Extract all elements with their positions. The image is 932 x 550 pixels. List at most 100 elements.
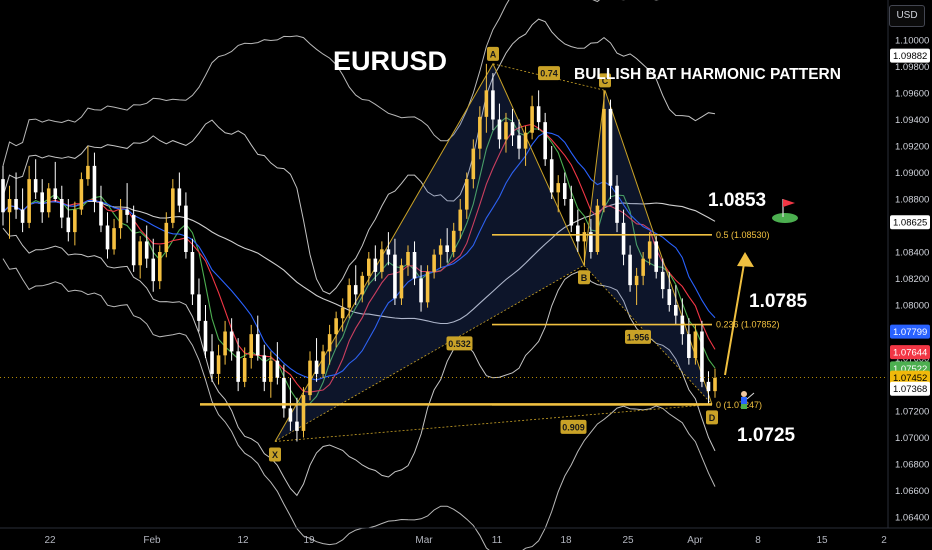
candle-body	[164, 222, 169, 252]
price-badge-label: 1.07368	[893, 384, 927, 395]
price-tick-label: 1.09000	[895, 168, 929, 179]
fib-level-label: 0 (1.07247)	[716, 400, 762, 410]
candle-body	[367, 258, 371, 276]
candle-body	[412, 252, 417, 279]
candle-body	[20, 209, 25, 223]
candle-body	[301, 395, 306, 431]
candle-body	[27, 179, 31, 223]
annotation-entry: 1.0725	[737, 425, 796, 446]
candle-body	[40, 192, 44, 213]
annotation-mid: 1.0785	[749, 291, 808, 312]
candle-body	[562, 183, 567, 199]
outer-lower-line	[2, 258, 716, 550]
candle-body	[628, 254, 632, 286]
candle-body	[556, 183, 561, 193]
candle-body	[269, 360, 273, 382]
triangle-xab	[275, 63, 584, 442]
candle-body	[327, 334, 332, 352]
ratio-label: 1.956	[627, 332, 650, 342]
candle-body	[700, 331, 704, 382]
candle-body	[406, 252, 410, 266]
band-upper-line	[2, 18, 716, 295]
price-badge-label: 1.09882	[893, 51, 927, 62]
candle-body	[654, 241, 659, 272]
candle-body	[602, 108, 606, 206]
time-axis[interactable]: 22 Feb 12 19 Mar 11 18 25 Apr 8 15 2	[44, 535, 887, 546]
candle-body	[138, 241, 142, 266]
candle-body	[706, 381, 711, 392]
candle-body	[393, 254, 397, 299]
candle-body	[295, 421, 299, 431]
candle-body	[484, 90, 489, 117]
point-label-x: X	[272, 450, 278, 460]
ratio-label: 0.74	[540, 69, 558, 79]
point-label-c-box	[599, 73, 611, 88]
candle-body	[576, 225, 580, 242]
candle-body	[262, 355, 267, 382]
time-tick-label: 18	[560, 535, 572, 546]
golf-club-icon	[746, 392, 755, 400]
candle-body	[438, 245, 443, 255]
price-badge	[890, 381, 930, 396]
candle-body	[288, 408, 293, 422]
annotation-target: 1.0853	[708, 190, 766, 211]
candle-body	[471, 148, 476, 180]
candle-body	[46, 188, 51, 213]
price-badge	[890, 324, 930, 339]
candle-body	[242, 358, 247, 382]
candle-body	[458, 209, 463, 231]
candle-body	[615, 185, 619, 223]
time-tick-label: 15	[816, 535, 828, 546]
ratio-label-box	[446, 336, 473, 351]
price-tick-label: 1.08000	[895, 301, 929, 312]
candle-body	[99, 201, 103, 226]
candle-body	[112, 228, 116, 250]
candle-body	[275, 360, 280, 378]
candle-body	[282, 377, 286, 409]
price-badge-label: 1.07799	[893, 327, 927, 338]
candle-body	[210, 351, 214, 374]
candle-body	[667, 289, 672, 305]
candle-body	[177, 188, 182, 206]
candle-body	[255, 334, 260, 356]
candle-body	[497, 119, 502, 140]
price-tick-label: 1.06600	[895, 486, 929, 497]
price-badge	[890, 370, 930, 385]
candle-body	[66, 217, 71, 233]
xb-ratio-line	[274, 264, 585, 442]
time-tick-label: 11	[492, 535, 503, 546]
candle-body	[595, 205, 600, 252]
price-badges: 1.09882 1.08625 1.07799 1.07644 1.075221.074…	[890, 48, 930, 396]
price-tick-label: 1.08200	[895, 274, 929, 285]
outer-upper-line	[2, 0, 659, 167]
time-tick-label: 25	[622, 535, 634, 546]
point-label-d: D	[709, 413, 716, 423]
candle-body	[308, 360, 312, 396]
point-label-b: B	[581, 273, 588, 283]
chart-subtitle: BULLISH BAT HARMONIC PATTERN	[574, 66, 841, 83]
candle-body	[530, 106, 534, 133]
candle-body	[33, 179, 38, 193]
candle-body	[523, 132, 528, 149]
candle-body	[1, 179, 5, 213]
candle-body	[432, 254, 436, 272]
price-tick-label: 1.10000	[895, 36, 929, 47]
candle-body	[647, 241, 652, 259]
band-lower-line	[2, 227, 716, 497]
candle-body	[73, 209, 77, 233]
price-badge-label: 1.08625	[893, 218, 927, 229]
currency-button[interactable]: USD	[889, 5, 925, 27]
price-badge	[890, 48, 930, 63]
flag-icon	[783, 199, 795, 207]
target-arrow-head	[737, 252, 754, 267]
candle-body	[608, 108, 613, 186]
candle-body	[491, 90, 495, 120]
chart-title: EURUSD	[333, 46, 447, 76]
candle-body	[674, 305, 678, 316]
candle-body	[86, 165, 90, 180]
candle-body	[334, 318, 338, 335]
candle-body	[92, 165, 97, 202]
price-tick-label: 1.09200	[895, 142, 929, 153]
xd-ratio-line	[274, 403, 713, 442]
